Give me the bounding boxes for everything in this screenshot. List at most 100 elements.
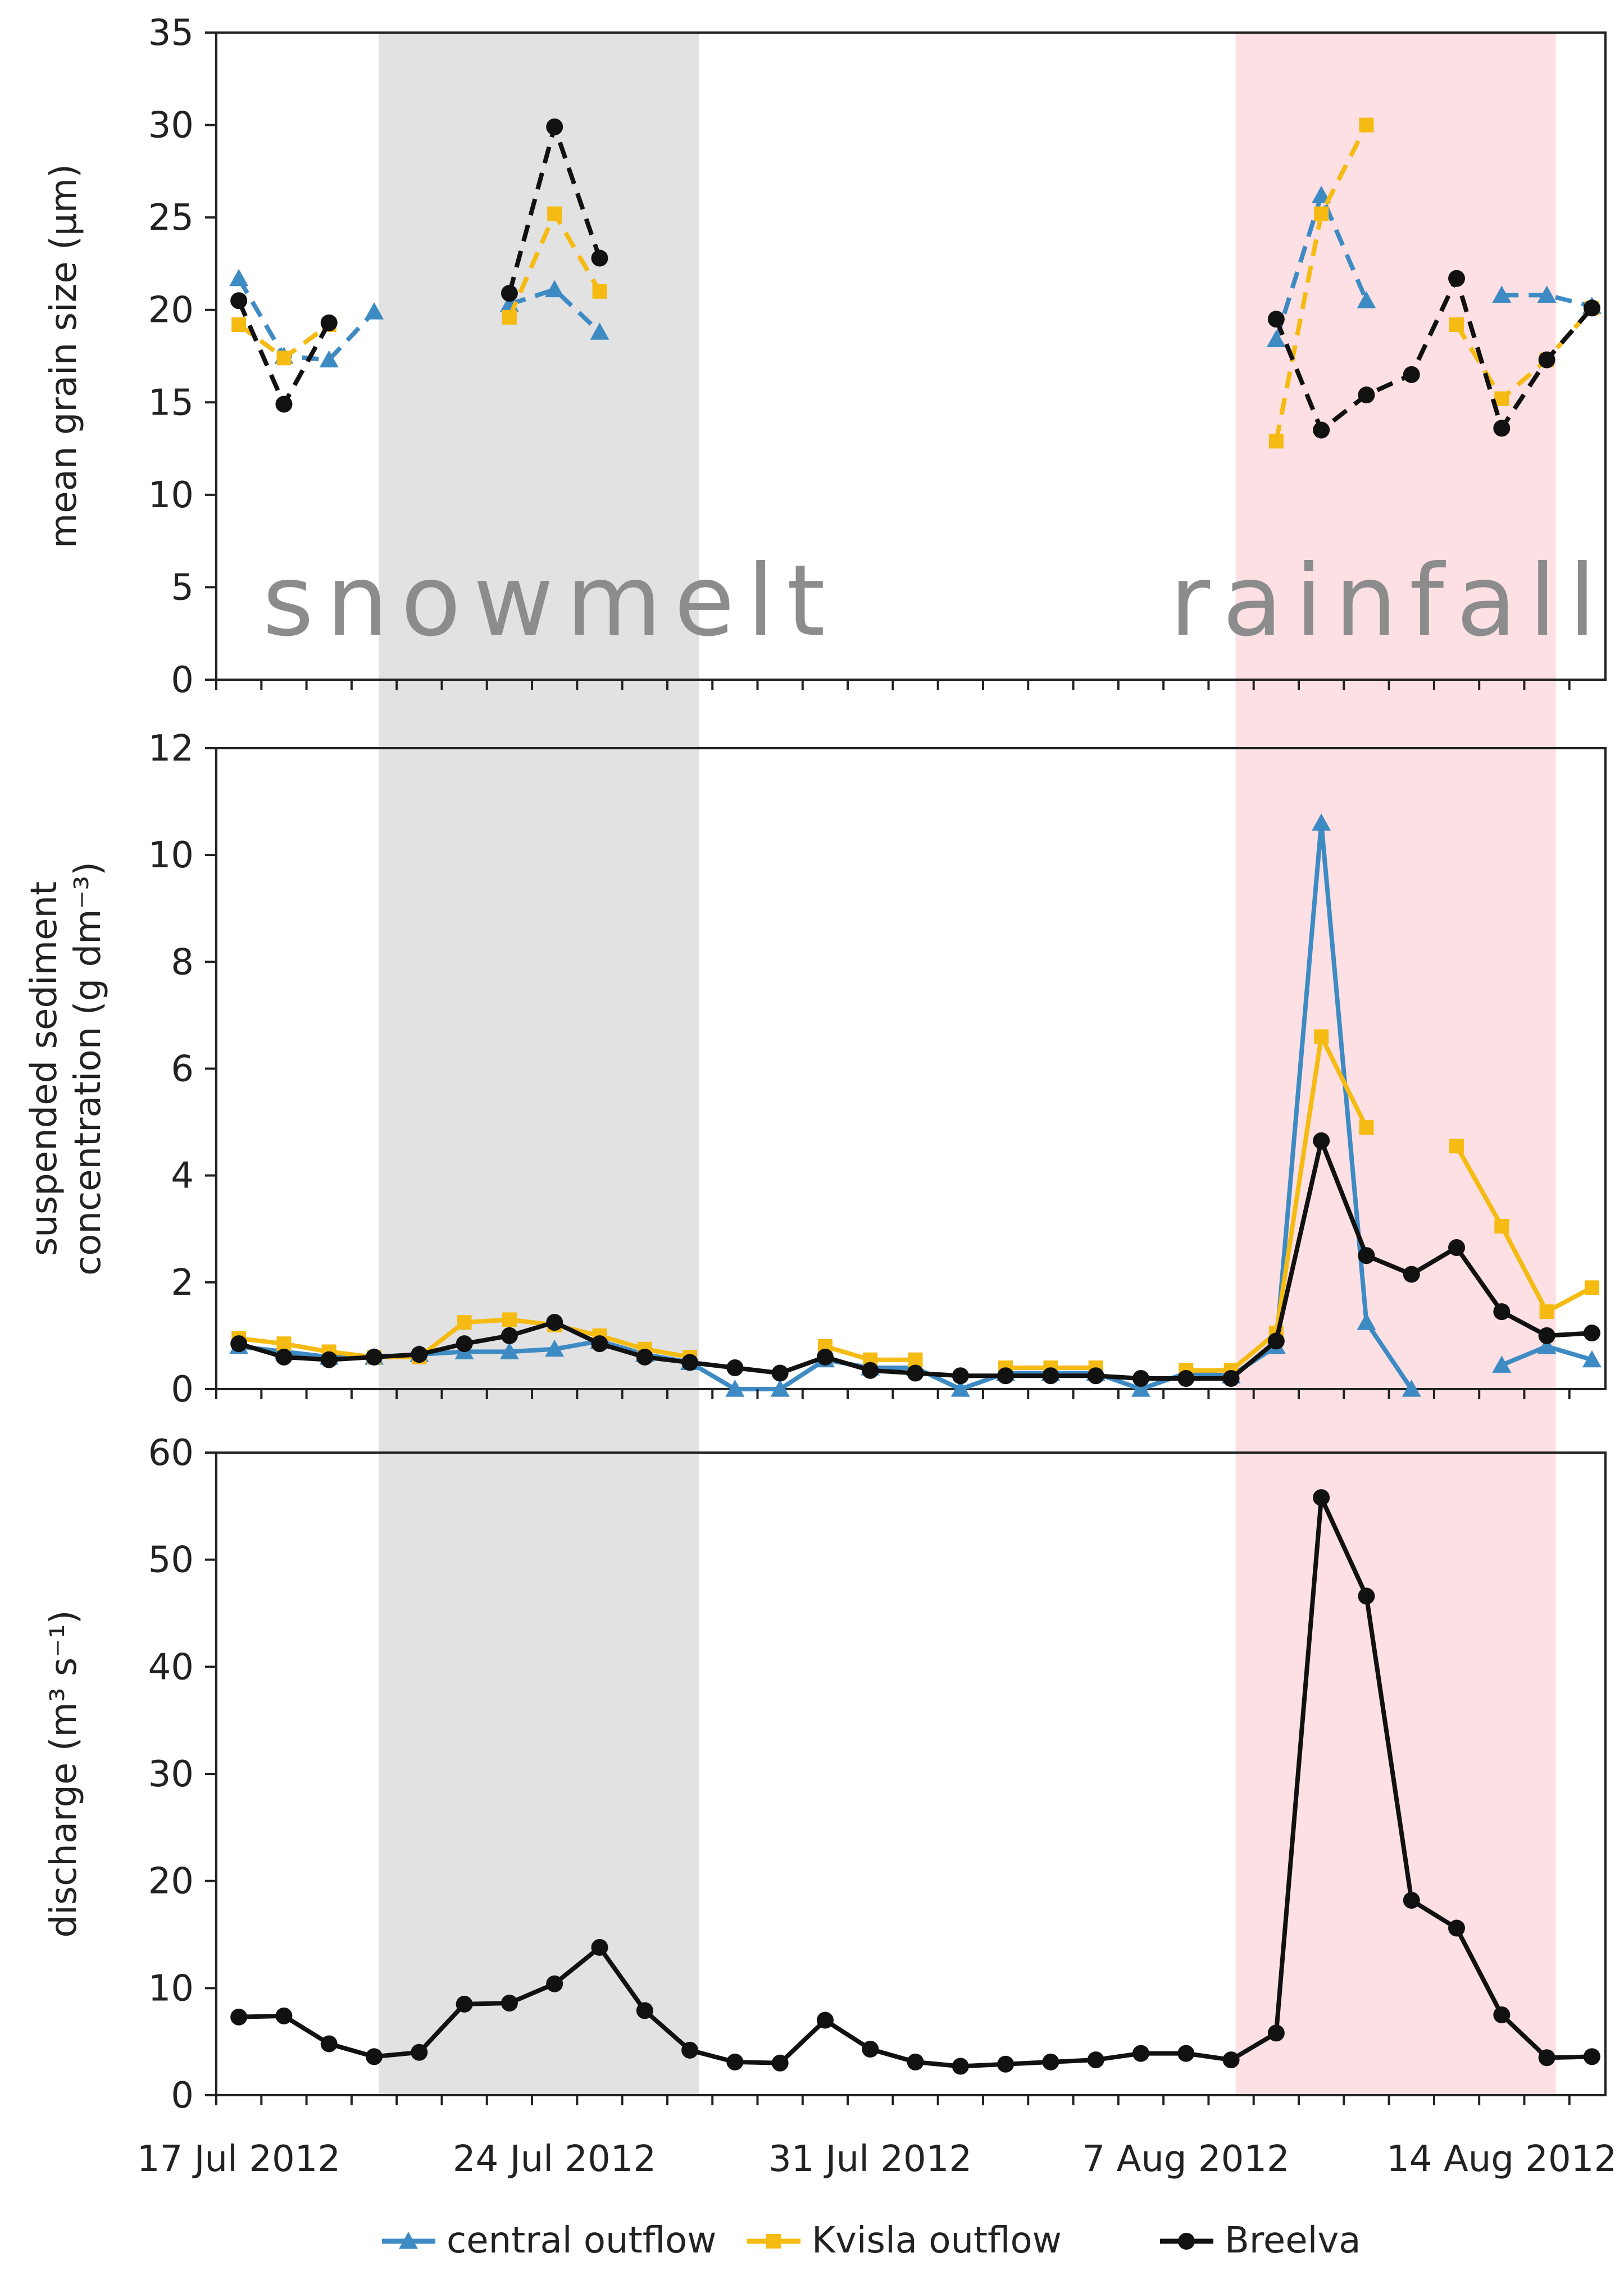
grain-y-tick-label: 30: [148, 105, 194, 147]
ssc-kvisla-outflow-line-segment: [1454, 1144, 1594, 1314]
discharge-breelva-point: [1493, 2006, 1511, 2023]
discharge-y-tick-label: 50: [148, 1540, 194, 1581]
x-tick-label: 24 Jul 2012: [453, 2138, 656, 2180]
ssc-central-outflow-point: [1582, 1350, 1602, 1368]
ssc-breelva-point: [411, 1346, 428, 1363]
discharge-y-tick-label: 20: [148, 1861, 194, 1903]
grain-kvisla-outflow-point: [502, 310, 517, 325]
ssc-breelva-point: [366, 1348, 383, 1366]
legend-kvisla-outflow-marker: [766, 2234, 781, 2249]
grain-central-outflow-point: [229, 268, 249, 286]
ssc-central-outflow-point: [1402, 1380, 1421, 1397]
grain-breelva-point: [230, 292, 248, 310]
discharge-breelva-point: [997, 2055, 1015, 2073]
discharge-breelva-point: [501, 1995, 518, 2012]
legend-central-outflow-label: central outflow: [447, 2220, 717, 2261]
discharge-y-axis-label: discharge (m³ s⁻¹): [43, 1610, 85, 1937]
ssc-breelva-point: [1267, 1332, 1285, 1350]
ssc-breelva-point: [501, 1327, 518, 1344]
tick-labels: 0 5 10 15 20 25 30 35 0 2 4 6 8 10 12 0 10 20 30 40 50 60 17 J…: [137, 12, 1617, 2180]
ssc-breelva-point: [1583, 1325, 1600, 1342]
grain-y-tick-label: 15: [148, 382, 194, 424]
discharge-breelva-point: [230, 2008, 248, 2026]
ssc-central-outflow-point: [1492, 1355, 1512, 1373]
discharge-breelva-point: [320, 2035, 338, 2053]
discharge-breelva-point: [862, 2041, 879, 2058]
discharge-breelva-point: [1583, 2048, 1600, 2065]
ssc-breelva-point: [1087, 1367, 1104, 1385]
grain-kvisla-outflow-point: [1314, 206, 1329, 221]
data-series: [229, 117, 1602, 2075]
discharge-y-tick-label: 30: [148, 1754, 194, 1795]
ssc-central-outflow-point: [1357, 1313, 1376, 1330]
ssc-y-axis-label-line1: suspended sediment: [24, 881, 65, 1256]
snowmelt-period-label: snowmelt: [262, 544, 838, 658]
grain-central-outflow-point: [319, 350, 339, 368]
discharge-breelva-point: [1538, 2049, 1555, 2067]
ssc-breelva-point: [907, 1364, 924, 1382]
grain-y-tick-label: 20: [148, 290, 194, 331]
legend-item-central-outflow: central outflow: [382, 2220, 717, 2261]
grain-kvisla-outflow-point: [1449, 317, 1464, 333]
grain-breelva-point: [591, 249, 608, 267]
ssc-breelva-point: [862, 1362, 879, 1379]
grain-kvisla-outflow-line-segment: [1454, 306, 1594, 401]
grain-breelva-point: [1538, 351, 1555, 368]
discharge-breelva-point: [1222, 2051, 1240, 2069]
legend-item-breelva: Breelva: [1160, 2220, 1361, 2261]
grain-central-outflow-line-segment: [1502, 293, 1593, 308]
ssc-breelva-point: [1538, 1327, 1555, 1344]
legend: central outflow Kvisla outflow Breelva: [382, 2220, 1361, 2261]
ssc-central-outflow-point: [1131, 1380, 1150, 1397]
ssc-breelva-point: [1177, 1369, 1195, 1387]
grain-breelva-point: [546, 118, 563, 135]
ssc-kvisla-outflow-point: [276, 1336, 292, 1351]
discharge-breelva-point: [411, 2044, 428, 2061]
ssc-breelva-point: [1403, 1266, 1420, 1283]
discharge-breelva-point: [366, 2048, 383, 2065]
ssc-breelva-point: [275, 1348, 293, 1366]
ssc-y-tick-label: 2: [171, 1262, 194, 1304]
grain-breelva-point: [1448, 270, 1466, 287]
grain-breelva-point: [1493, 420, 1511, 437]
discharge-breelva-point: [1087, 2051, 1104, 2069]
grain-breelva-line-segment: [1274, 276, 1594, 433]
ssc-breelva-point: [816, 1348, 834, 1366]
ssc-y-tick-label: 12: [148, 728, 194, 770]
ssc-kvisla-outflow-point: [1449, 1139, 1464, 1154]
grain-kvisla-outflow-point: [1494, 391, 1509, 406]
grain-central-outflow-point: [1492, 285, 1512, 303]
ssc-central-outflow-point: [725, 1380, 745, 1397]
grain-kvisla-outflow-point: [276, 351, 292, 366]
discharge-y-tick-label: 40: [148, 1646, 194, 1688]
grain-y-axis-label: mean grain size (μm): [43, 164, 85, 548]
grain-series-breelva: [230, 118, 1600, 439]
grain-central-outflow-point: [365, 302, 384, 320]
grain-breelva-point: [1313, 421, 1330, 439]
discharge-breelva-point: [726, 2053, 744, 2070]
grain-kvisla-outflow-point: [547, 206, 562, 221]
grain-y-tick-label: 25: [148, 197, 194, 239]
discharge-breelva-point: [1132, 2045, 1149, 2062]
ssc-kvisla-outflow-point: [457, 1315, 472, 1330]
grain-breelva-point: [1403, 366, 1420, 383]
legend-central-outflow-marker: [399, 2232, 418, 2249]
grain-breelva-point: [501, 285, 518, 302]
legend-item-kvisla-outflow: Kvisla outflow: [747, 2220, 1062, 2261]
discharge-breelva-point: [456, 1995, 473, 2013]
discharge-breelva-point: [1177, 2045, 1195, 2062]
grain-breelva-point: [320, 314, 338, 331]
ssc-breelva-point: [1132, 1369, 1149, 1387]
discharge-breelva-point: [275, 2007, 293, 2024]
ssc-central-outflow-point: [770, 1380, 790, 1397]
ssc-breelva-point: [681, 1354, 699, 1371]
grain-y-tick-label: 0: [171, 659, 194, 701]
ssc-kvisla-outflow-point: [1359, 1120, 1374, 1135]
ssc-kvisla-outflow-point: [1314, 1029, 1329, 1044]
ssc-breelva-point: [997, 1367, 1015, 1385]
grain-kvisla-outflow-point: [231, 317, 247, 333]
ssc-central-outflow-point: [499, 1342, 519, 1360]
discharge-breelva-point: [681, 2041, 699, 2059]
ssc-breelva-point: [591, 1335, 608, 1353]
